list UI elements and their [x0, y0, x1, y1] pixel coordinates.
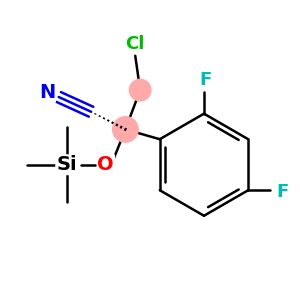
- Text: F: F: [276, 183, 289, 201]
- Text: O: O: [98, 155, 114, 174]
- Circle shape: [113, 117, 138, 142]
- Text: Si: Si: [56, 155, 77, 174]
- Circle shape: [129, 79, 151, 101]
- Text: N: N: [39, 82, 55, 102]
- Text: F: F: [200, 71, 212, 89]
- Text: Cl: Cl: [126, 35, 145, 53]
